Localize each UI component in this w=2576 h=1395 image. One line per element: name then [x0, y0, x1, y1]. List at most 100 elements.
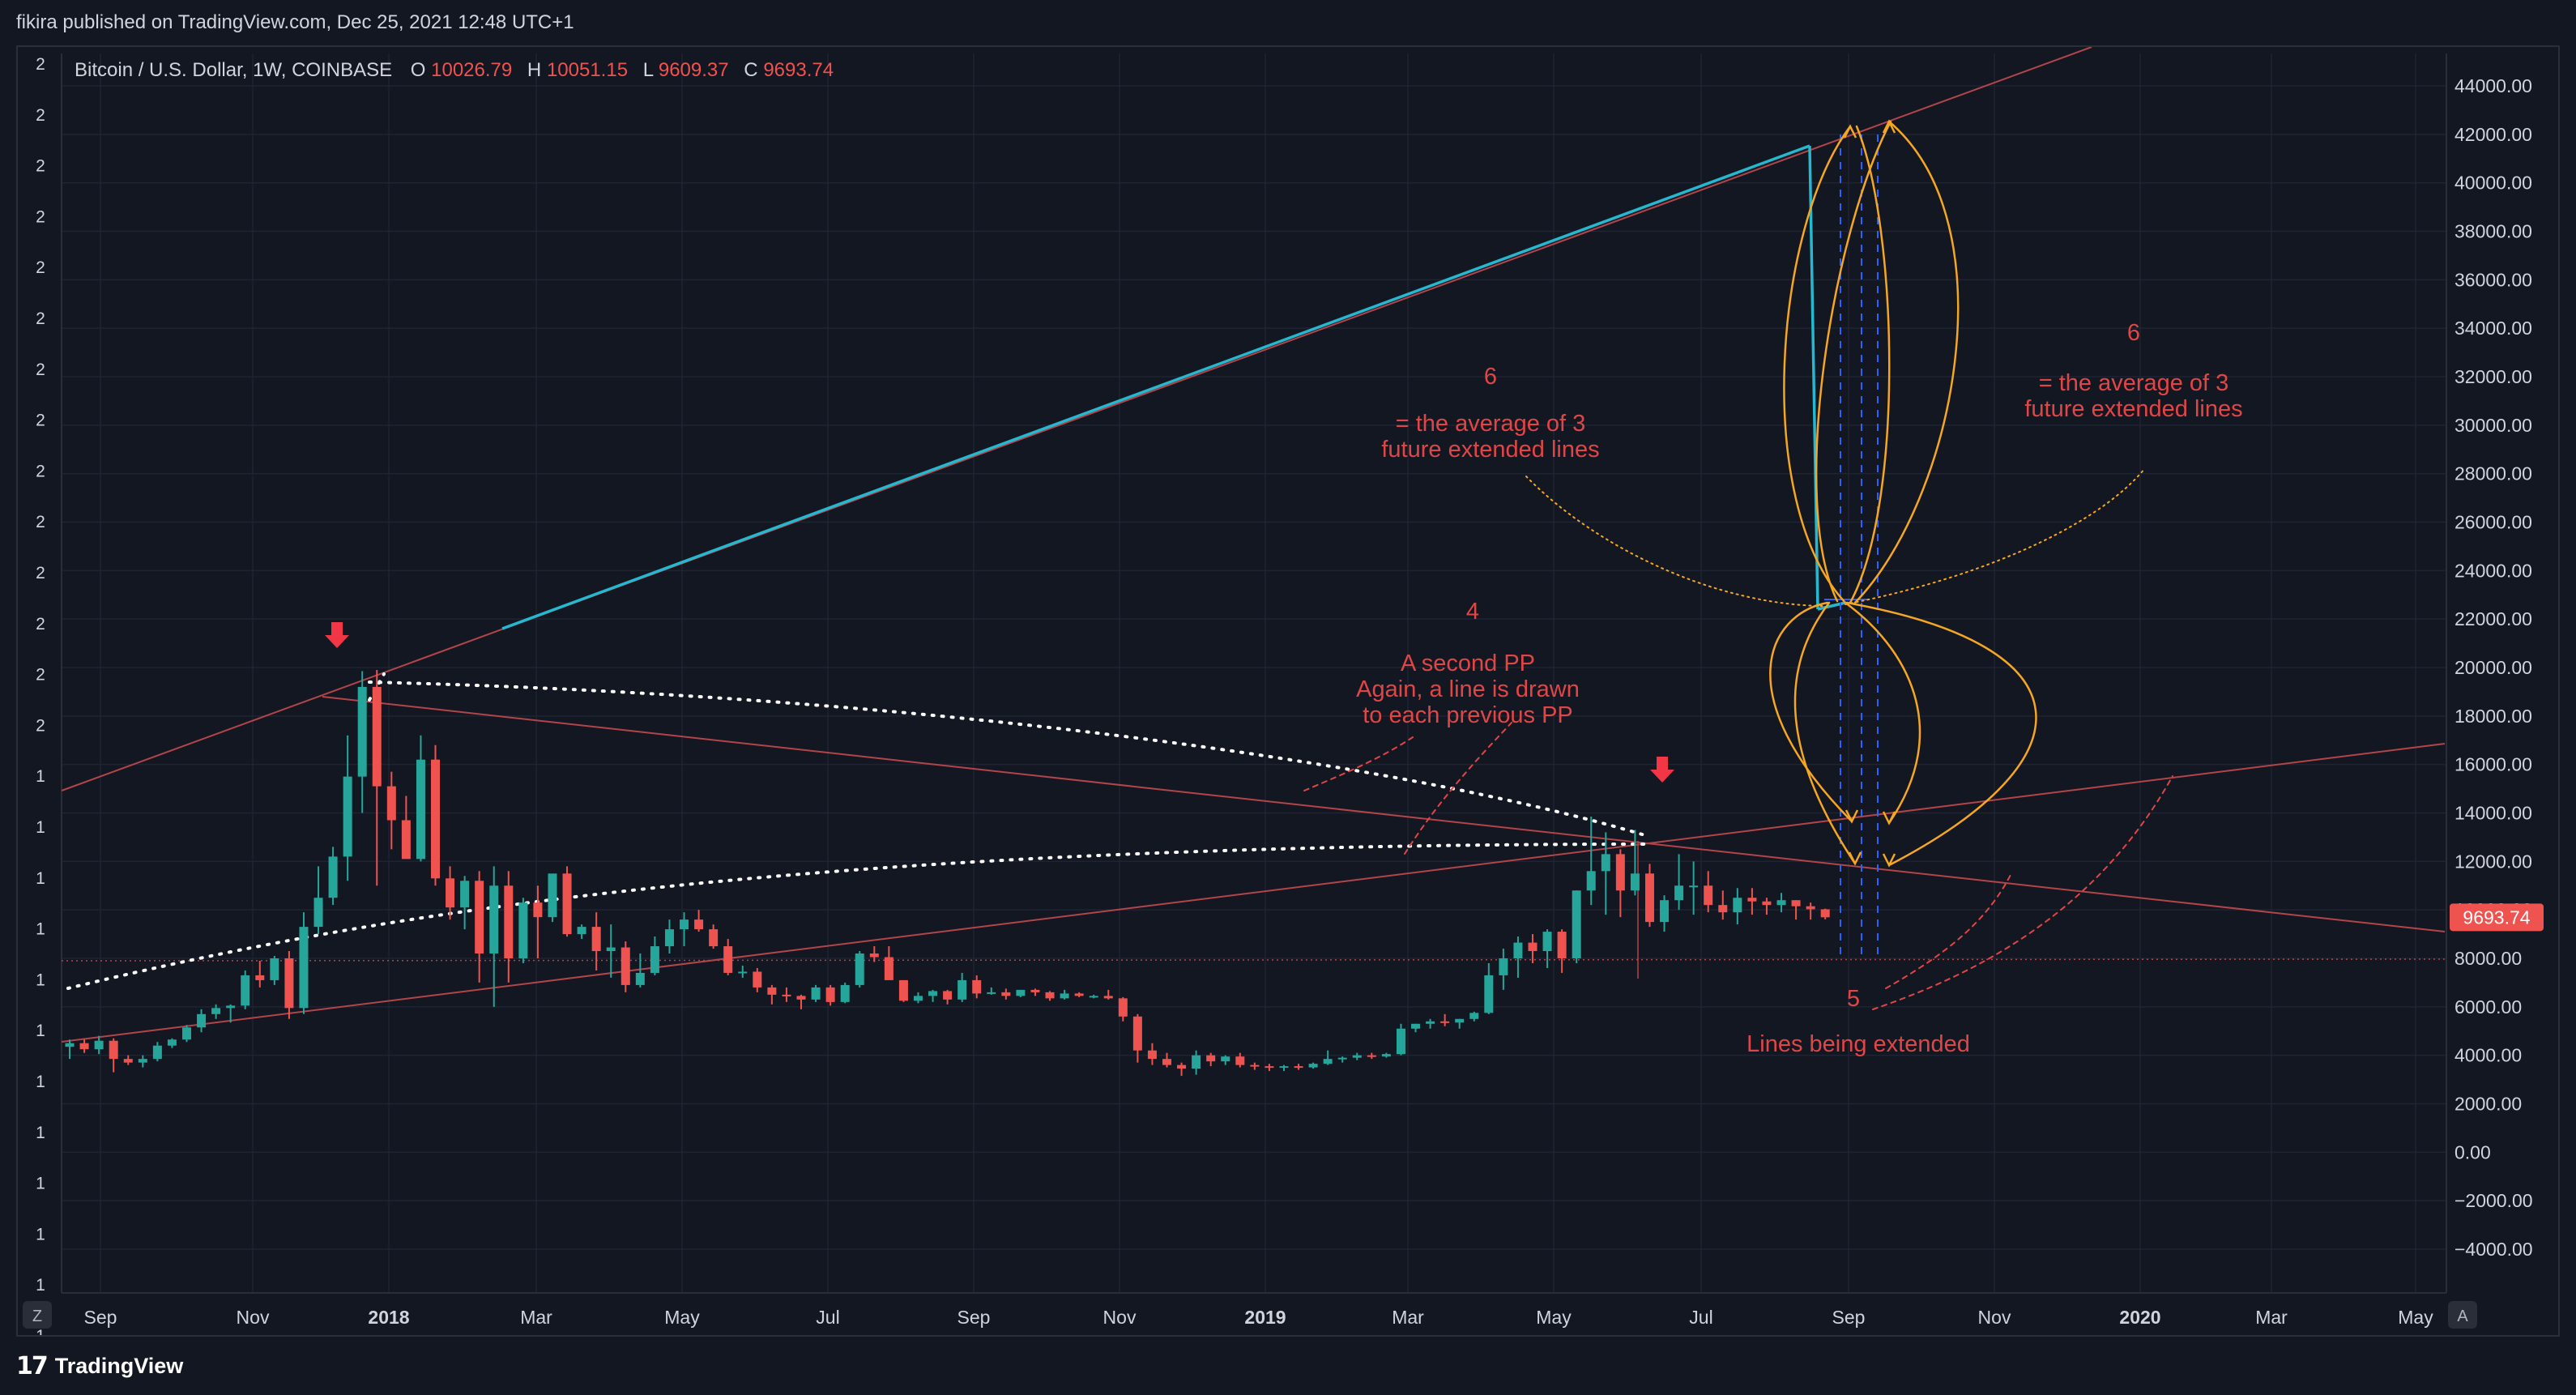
candle-body-84	[1294, 1066, 1303, 1069]
legend-c-label: C	[744, 59, 757, 81]
candle-body-80	[1235, 1056, 1245, 1065]
red-down-arrow-left	[325, 622, 349, 648]
left-scale-label-11: 2	[36, 615, 45, 634]
last-price-dotted-line	[61, 958, 2446, 962]
left-scale: 22222222222222111111111111	[36, 55, 45, 1346]
left-scale-label-23: 1	[36, 1225, 45, 1244]
candle-body-103	[1572, 890, 1581, 958]
annot-four-number: 4	[1466, 599, 1479, 625]
candle-body-54	[855, 953, 864, 985]
price-tick-22: 0.00	[2454, 1141, 2491, 1162]
left-scale-label-10: 2	[36, 564, 45, 582]
tradingview-logo[interactable]: 17 TradingView	[16, 1348, 183, 1384]
teal-extended-line	[501, 144, 1810, 630]
price-tick-7: 30000.00	[2454, 415, 2532, 436]
candle-body-12	[241, 975, 250, 1006]
candle-body-65	[1016, 989, 1026, 996]
left-scale-label-3: 2	[36, 207, 45, 226]
price-scale[interactable]: 44000.00 42000.00 40000.00 38000.00 36000.00…	[2450, 75, 2544, 1260]
orange-curve-4	[1815, 120, 1892, 603]
candle-body-62	[972, 979, 982, 994]
candle-body-26	[446, 878, 455, 908]
chart-svg[interactable]: 6 = the average of 3 future extended lin…	[18, 46, 2558, 1346]
orange-curve-6	[1793, 601, 1857, 865]
time-label-6: Sep	[957, 1307, 991, 1328]
annot-six-right-line2: future extended lines	[2024, 396, 2242, 422]
left-scale-label-4: 2	[36, 258, 45, 277]
left-scale-label-9: 2	[36, 513, 45, 531]
price-tick-13: 18000.00	[2454, 706, 2532, 727]
price-tick-15: 14000.00	[2454, 803, 2532, 824]
candle-body-14	[270, 958, 279, 980]
candle-body-39	[635, 972, 645, 985]
candle-body-0	[65, 1043, 75, 1047]
left-scale-label-15: 1	[36, 818, 45, 837]
candle-body-93	[1426, 1021, 1435, 1024]
red-down-arrow-right	[1650, 757, 1674, 783]
price-tick-20: 4000.00	[2454, 1045, 2522, 1066]
left-scale-label-18: 1	[36, 971, 45, 989]
candle-body-56	[884, 957, 893, 980]
annot-six-right-number: 6	[2127, 320, 2140, 346]
price-tick-11: 22000.00	[2454, 608, 2532, 629]
candle-body-98	[1499, 958, 1508, 975]
candle-body-29	[489, 885, 499, 954]
candle-body-119	[1806, 906, 1815, 910]
price-tick-8: 28000.00	[2454, 463, 2532, 484]
candle-body-70	[1089, 996, 1098, 998]
legend-l-label: L	[643, 59, 654, 81]
candle-body-38	[621, 947, 630, 985]
candle-body-116	[1762, 901, 1772, 906]
arrowhead-down-4	[1882, 853, 1896, 868]
candle-body-58	[913, 996, 923, 1001]
red-dashed-line-4b	[1404, 722, 1512, 855]
annot-five-number: 5	[1847, 986, 1860, 1012]
time-label-8: 2019	[1244, 1307, 1286, 1328]
candle-body-60	[943, 991, 953, 1000]
z-button-label: Z	[32, 1308, 42, 1325]
arrowhead-up-2	[1882, 119, 1896, 134]
annot-six-left-line2: future extended lines	[1381, 437, 1599, 463]
arrowhead-down-1	[1845, 809, 1859, 824]
price-tick-24: −4000.00	[2454, 1239, 2533, 1260]
time-label-16: May	[2398, 1307, 2433, 1328]
drawings-back	[61, 46, 2446, 1043]
candle-body-67	[1045, 992, 1055, 999]
time-label-0: Sep	[84, 1307, 117, 1328]
white-dotted-curve-upper	[368, 680, 1649, 838]
candle-body-104	[1586, 871, 1596, 891]
publish-info: fikira published on TradingView.com, Dec…	[0, 0, 2576, 45]
annot-five-line1: Lines being extended	[1746, 1031, 1970, 1057]
left-scale-label-0: 2	[36, 55, 45, 74]
candle-body-63	[987, 992, 996, 994]
left-scale-label-2: 2	[36, 157, 45, 176]
zoom-reset-button[interactable]: Z	[23, 1301, 52, 1329]
candle-body-31	[518, 902, 528, 958]
chart-frame[interactable]: 6 = the average of 3 future extended lin…	[16, 45, 2560, 1346]
candle-body-40	[650, 946, 659, 973]
price-tick-10: 24000.00	[2454, 560, 2532, 581]
time-axis[interactable]: Sep Nov 2018 Mar May Jul Sep Nov 2019 Mar May Jul Se…	[84, 1307, 2434, 1328]
candle-body-77	[1192, 1055, 1201, 1069]
time-label-15: Mar	[2255, 1307, 2288, 1328]
trendline-lower	[61, 743, 2446, 1043]
auto-scale-button[interactable]: A	[2448, 1301, 2477, 1329]
time-label-12: Sep	[1832, 1307, 1866, 1328]
candle-body-92	[1411, 1023, 1421, 1029]
annotations: 6 = the average of 3 future extended lin…	[1356, 320, 2242, 1057]
time-label-10: May	[1536, 1307, 1572, 1328]
trendline-upper	[61, 46, 2092, 791]
arrowhead-up-1	[1843, 124, 1857, 139]
candle-body-90	[1381, 1054, 1391, 1057]
time-label-11: Jul	[1689, 1307, 1712, 1328]
candle-body-76	[1177, 1064, 1187, 1069]
candle-body-57	[898, 979, 908, 1001]
legend-o-value: 10026.79	[431, 59, 512, 81]
candle-body-48	[767, 987, 777, 995]
candle-body-112	[1704, 885, 1713, 906]
candle-body-79	[1221, 1056, 1230, 1062]
left-scale-label-20: 1	[36, 1073, 45, 1091]
candle-body-113	[1718, 905, 1728, 913]
left-scale-label-7: 2	[36, 412, 45, 430]
left-scale-label-22: 1	[36, 1175, 45, 1193]
